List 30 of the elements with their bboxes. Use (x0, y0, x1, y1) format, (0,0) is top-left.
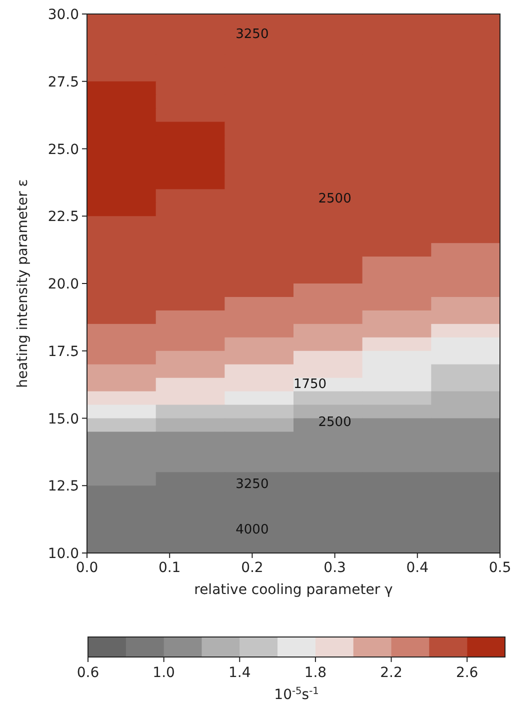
color-bar-label: 1.8 (304, 665, 327, 681)
y-axis-title: heating intensity parameter ε (15, 179, 31, 388)
annotation: 3250 (236, 26, 269, 42)
x-axis-title: relative cooling parameter γ (194, 582, 393, 598)
y-tick-label: 15.0 (48, 411, 79, 428)
x-tick-label: 0.1 (158, 560, 181, 576)
y-tick-label: 22.5 (48, 209, 79, 226)
y-tick-label: 25.0 (48, 142, 79, 158)
y-tick-label: 30.0 (48, 7, 79, 23)
annotation: 2500 (318, 414, 352, 430)
annotation: 1750 (293, 377, 327, 392)
x-tick-label: 0.5 (488, 560, 512, 576)
color-bar-label: 2.2 (380, 665, 402, 681)
x-tick-label: 0.3 (324, 560, 346, 576)
color-bar-label: 0.6 (76, 665, 100, 681)
y-tick-label: 27.5 (48, 74, 79, 90)
color-bar-label: 1.4 (228, 665, 251, 681)
annotation: 3250 (236, 476, 269, 492)
x-tick-label: 0.2 (241, 560, 264, 576)
color-bar-label: 2.6 (456, 665, 478, 681)
x-tick-label: 0.0 (76, 560, 98, 576)
y-tick-label: 10.0 (48, 546, 79, 562)
x-tick-label: 0.4 (406, 560, 429, 576)
annotation: 4000 (236, 522, 269, 538)
y-tick-label: 17.5 (48, 344, 79, 360)
y-tick-label: 20.0 (48, 276, 79, 292)
color-bar-label: 1.0 (152, 665, 175, 681)
annotation: 2500 (318, 191, 352, 206)
color-bar-title: 10$^{-5}$s$^{-1}$ (274, 686, 319, 703)
y-tick-label: 12.5 (48, 478, 79, 495)
